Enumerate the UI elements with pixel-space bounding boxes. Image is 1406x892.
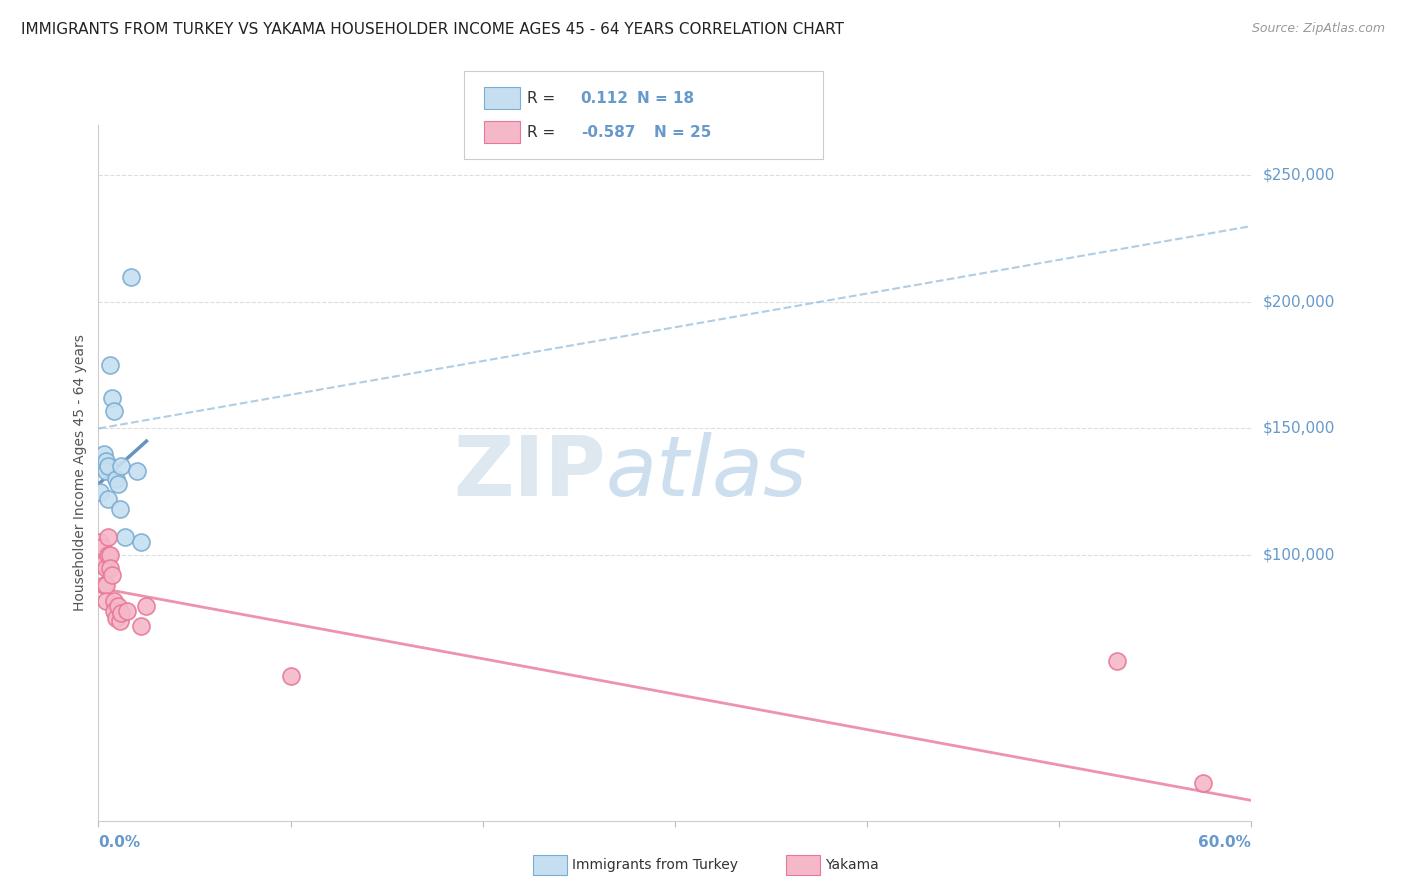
Point <box>117 604 138 618</box>
Text: -0.587: -0.587 <box>581 125 636 139</box>
Text: 60.0%: 60.0% <box>1198 836 1251 850</box>
Point <box>98 358 121 372</box>
Point <box>125 465 148 479</box>
Point <box>280 669 302 683</box>
Point <box>94 560 117 574</box>
Point <box>98 548 121 562</box>
Point <box>98 560 121 574</box>
Point <box>108 502 131 516</box>
Point <box>135 599 157 613</box>
Point <box>97 459 120 474</box>
Point <box>91 459 114 474</box>
Point <box>101 568 124 582</box>
Point <box>1192 775 1215 789</box>
Point <box>110 459 132 474</box>
Text: Source: ZipAtlas.com: Source: ZipAtlas.com <box>1251 22 1385 36</box>
Text: R =: R = <box>527 91 555 105</box>
Point <box>97 492 120 507</box>
Point <box>91 541 114 555</box>
Point <box>104 472 127 486</box>
Point <box>94 593 117 607</box>
Point <box>97 548 120 562</box>
Text: $100,000: $100,000 <box>1263 548 1336 563</box>
Point <box>103 404 125 418</box>
Text: R =: R = <box>527 125 555 139</box>
Text: Immigrants from Turkey: Immigrants from Turkey <box>572 858 738 872</box>
Point <box>129 619 152 633</box>
Point <box>114 530 136 544</box>
Y-axis label: Householder Income Ages 45 - 64 years: Householder Income Ages 45 - 64 years <box>73 334 87 611</box>
Text: Yakama: Yakama <box>825 858 879 872</box>
Point <box>129 535 152 549</box>
Point <box>94 578 117 592</box>
Point <box>108 614 131 628</box>
Text: $200,000: $200,000 <box>1263 294 1336 310</box>
Point <box>101 391 124 405</box>
Point <box>93 556 115 570</box>
Point <box>107 599 129 613</box>
Text: IMMIGRANTS FROM TURKEY VS YAKAMA HOUSEHOLDER INCOME AGES 45 - 64 YEARS CORRELATI: IMMIGRANTS FROM TURKEY VS YAKAMA HOUSEHO… <box>21 22 844 37</box>
Text: $150,000: $150,000 <box>1263 421 1336 436</box>
Point <box>1105 654 1128 668</box>
Text: 0.0%: 0.0% <box>98 836 141 850</box>
Point <box>94 454 117 468</box>
Point <box>89 535 111 549</box>
Text: N = 25: N = 25 <box>654 125 711 139</box>
Text: 0.112: 0.112 <box>581 91 628 105</box>
Text: atlas: atlas <box>606 433 807 513</box>
Point <box>93 578 115 592</box>
Point <box>103 593 125 607</box>
Point <box>97 530 120 544</box>
Point <box>93 447 115 461</box>
Point <box>107 477 129 491</box>
Point <box>91 558 114 573</box>
Point <box>104 611 127 625</box>
Point <box>120 269 142 284</box>
Text: N = 18: N = 18 <box>637 91 695 105</box>
Point <box>94 465 117 479</box>
Point <box>110 606 132 620</box>
Text: $250,000: $250,000 <box>1263 168 1336 183</box>
Point <box>103 604 125 618</box>
Point <box>89 484 111 499</box>
Text: ZIP: ZIP <box>453 433 606 513</box>
